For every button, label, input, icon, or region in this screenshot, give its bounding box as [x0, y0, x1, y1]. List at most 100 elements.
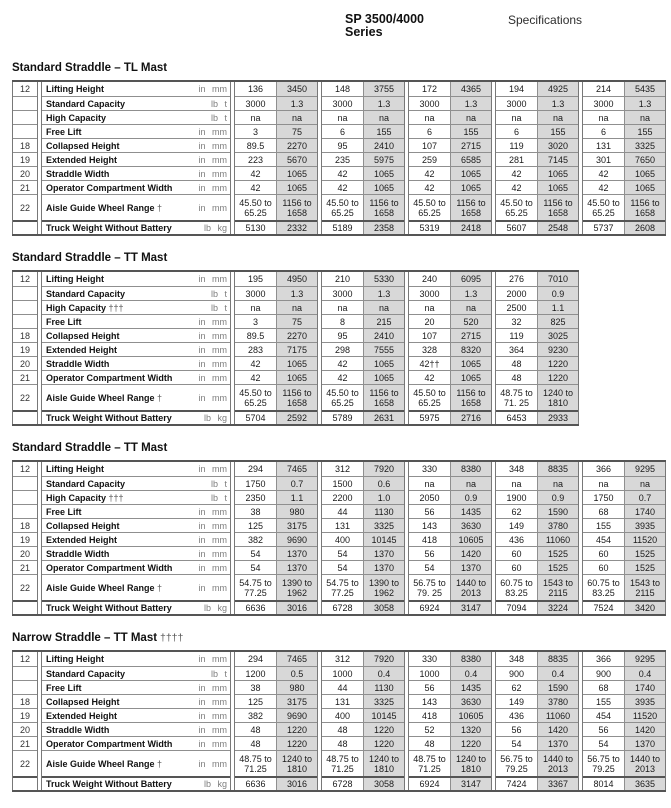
spec-label: Truck Weight Without Battery: [46, 223, 172, 233]
spec-value-cell: 131 3325: [322, 694, 404, 708]
value-column-pair: 240 6095 3000 1.3 na na 20 520 107 2715 328 8320 42†…: [408, 272, 492, 424]
value-imperial: 3000: [593, 98, 614, 109]
spec-value-cell: 95 2410: [322, 328, 404, 342]
spec-value-cell: 312 7920: [322, 462, 404, 476]
row-number-column: 12 18 19 20 21 22: [12, 462, 38, 614]
value-metric: 3020: [537, 139, 578, 152]
spec-value-cell: 45.50 to 65.25 1156 to 1658: [496, 194, 578, 220]
spec-label-cell: High Capacity lb t: [42, 110, 230, 124]
value-imperial: 44: [337, 506, 348, 517]
spec-label-cell: Collapsed Height in mm: [42, 138, 230, 152]
product-name: SP 3500/4000: [345, 12, 425, 26]
label-dagger-note: †: [154, 202, 163, 213]
value-metric: 3935: [624, 519, 665, 532]
value-metric: 1.3: [276, 97, 317, 110]
unit-label: in mm: [198, 372, 228, 383]
spec-value-cell: 149 3780: [496, 518, 578, 532]
value-metric: 3420: [624, 602, 665, 614]
value-metric: na: [450, 301, 491, 314]
spec-label-cell: Extended Height in mm: [42, 152, 230, 166]
spec-value-cell: 436 11060: [496, 708, 578, 722]
value-imperial: 107: [421, 330, 438, 341]
spec-value-cell: 148 3755: [322, 82, 404, 96]
value-metric: 3058: [363, 778, 404, 790]
spec-value-cell: 3000 1.3: [496, 96, 578, 110]
value-metric: 1156 to 1658: [363, 385, 404, 410]
value-metric: 1065: [450, 167, 491, 180]
spec-value-cell: 54.75 to 77.25 1390 to 1962: [235, 574, 317, 600]
value-metric: 1130: [363, 681, 404, 694]
value-metric: 75: [276, 315, 317, 328]
unit-label: lb t: [210, 492, 227, 503]
spec-value-cell: 1200 0.5: [235, 666, 317, 680]
value-metric: na: [450, 477, 491, 490]
spec-label: Straddle Width: [46, 168, 110, 179]
value-metric: 980: [276, 505, 317, 518]
value-imperial: 294: [247, 654, 264, 664]
value-metric: 0.4: [537, 667, 578, 680]
spec-value-cell: 48 1220: [496, 356, 578, 370]
value-metric: 11520: [624, 533, 665, 546]
spec-value-cell: 56 1420: [409, 546, 491, 560]
value-imperial: 454: [595, 710, 612, 721]
value-column-pair: 214 5435 3000 1.3 na na 6 155 131 3325 301 7650 42 10…: [582, 82, 666, 234]
spec-label: Standard Capacity: [46, 478, 126, 489]
value-metric: 1065: [363, 181, 404, 194]
value-imperial: na: [424, 112, 435, 123]
value-metric: 1220: [276, 737, 317, 750]
spec-value-cell: 155 3935: [583, 694, 665, 708]
value-metric: 1065: [363, 371, 404, 384]
spec-value-cell: 5607 2548: [496, 220, 578, 234]
row-number-cell: [13, 776, 37, 790]
unit-label: lb t: [210, 288, 227, 299]
row-number-cell: 18: [13, 694, 37, 708]
value-metric: 1156 to 1658: [363, 195, 404, 220]
value-imperial: na: [598, 112, 609, 123]
value-imperial: na: [511, 478, 522, 489]
spec-label: Extended Height: [46, 534, 118, 545]
spec-label: High Capacity †††: [46, 492, 124, 503]
spec-label-cell: Truck Weight Without Battery lb kg: [42, 776, 230, 790]
value-metric: na: [450, 111, 491, 124]
value-metric: 1440 to 2013: [624, 751, 665, 776]
spec-label-cell: Standard Capacity lb t: [42, 476, 230, 490]
spec-value-cell: 418 10605: [409, 532, 491, 546]
value-imperial: 32: [511, 316, 522, 327]
spec-value-cell: 42 1065: [409, 166, 491, 180]
value-metric: 3058: [363, 602, 404, 614]
value-imperial: 68: [598, 682, 609, 693]
value-column-pair: 330 8380 na na 2050 0.9 56 1435 143 3630 418 10605 5…: [408, 462, 492, 614]
spec-section: Standard Straddle – TL Mast 12 18 19 20 21 22 L…: [12, 62, 666, 236]
row-number-cell: 18: [13, 518, 37, 532]
value-metric: na: [537, 477, 578, 490]
value-imperial: 60.75 to 83.25: [500, 577, 533, 598]
value-imperial: 60.75 to 83.25: [587, 577, 620, 598]
spec-value-cell: 1900 0.9: [496, 490, 578, 504]
spec-label: Operator Compartment Width: [46, 372, 173, 383]
value-metric: 5975: [363, 153, 404, 166]
spec-value-cell: 56 1420: [496, 722, 578, 736]
value-metric: 7175: [276, 343, 317, 356]
unit-label: lb t: [210, 302, 227, 313]
spec-value-cell: 107 2715: [409, 328, 491, 342]
spec-value-cell: 45.50 to 65.25 1156 to 1658: [322, 194, 404, 220]
spec-label: Free Lift: [46, 682, 82, 693]
value-metric: 1390 to 1962: [363, 575, 404, 600]
value-metric: 1130: [363, 505, 404, 518]
spec-value-cell: 42 1065: [235, 180, 317, 194]
spec-label: Collapsed Height: [46, 140, 120, 151]
value-imperial: 62: [511, 506, 522, 517]
value-metric: na: [276, 111, 317, 124]
spec-value-cell: 5737 2608: [583, 220, 665, 234]
unit-label: in mm: [198, 126, 228, 137]
spec-value-cell: 1750 0.7: [235, 476, 317, 490]
spec-value-cell: 283 7175: [235, 342, 317, 356]
spec-label-cell: Straddle Width in mm: [42, 166, 230, 180]
value-imperial: 56: [424, 548, 435, 559]
value-metric: 10605: [450, 709, 491, 722]
unit-label: in mm: [198, 582, 228, 593]
spec-label: Standard Capacity: [46, 288, 126, 299]
spec-label: High Capacity: [46, 112, 107, 123]
value-column-pair: 195 4950 3000 1.3 na na 3 75 89.5 2270 283 7175 42 10…: [234, 272, 318, 424]
unit-label: in mm: [198, 182, 228, 193]
